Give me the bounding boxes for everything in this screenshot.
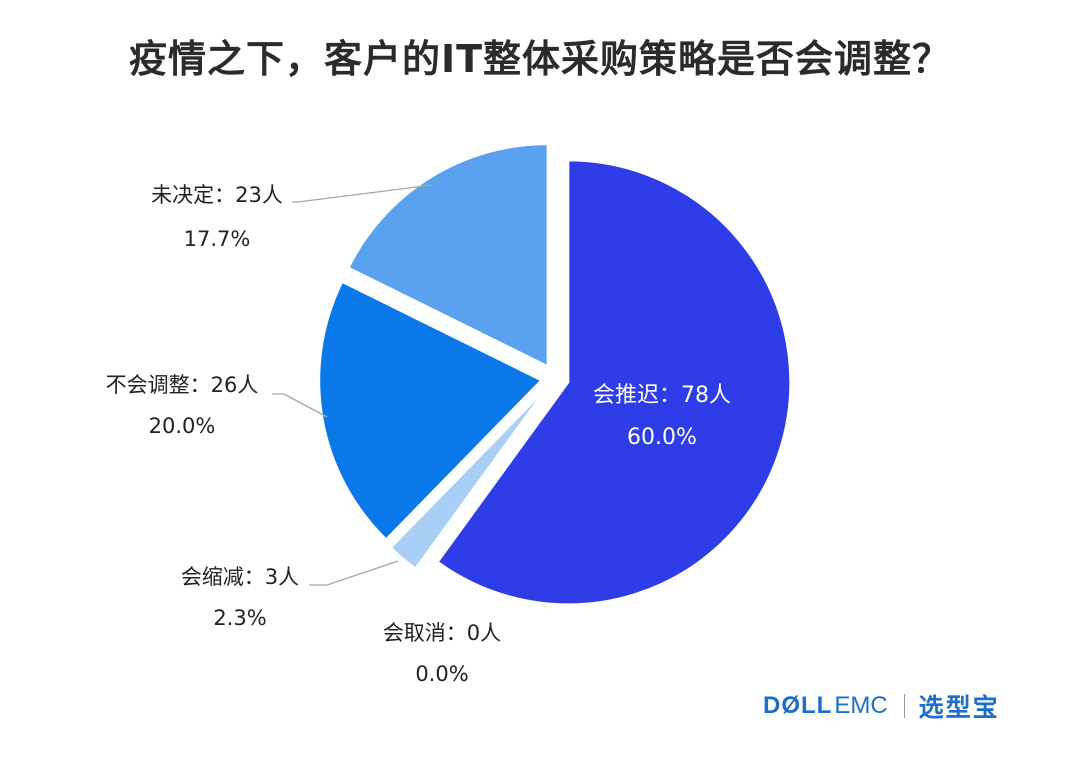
chart-title: 疫情之下，客户的IT整体采购策略是否会调整？	[128, 37, 952, 81]
xuanxingbao-logo: 选型宝	[918, 694, 1000, 722]
leader-line	[292, 184, 433, 203]
pie-slice	[389, 388, 547, 570]
brand-divider	[903, 694, 905, 718]
slice-percent: 0.0%	[415, 662, 468, 686]
slice-label: 会取消：0人	[383, 621, 501, 645]
slice-label: 会缩减：3人	[181, 565, 299, 589]
leader-line	[272, 393, 328, 418]
pie-slice	[318, 280, 543, 541]
pie-slice	[436, 159, 792, 606]
emc-logo: EMC	[834, 692, 888, 719]
slice-percent: 20.0%	[149, 414, 216, 438]
slice-percent: 17.7%	[184, 227, 251, 251]
slice-percent: 2.3%	[213, 606, 266, 630]
dell-logo: DØLL	[763, 692, 833, 719]
slice-label: 未决定：23人	[151, 183, 283, 207]
slice-label: 会推迟：78人	[593, 383, 731, 408]
slice-label: 不会调整：26人	[106, 373, 259, 397]
brand-logo: DØLL EMC 选型宝	[763, 688, 1000, 724]
slice-percent: 60.0%	[627, 425, 697, 450]
leader-line	[309, 560, 399, 586]
pie-slice	[347, 143, 549, 368]
